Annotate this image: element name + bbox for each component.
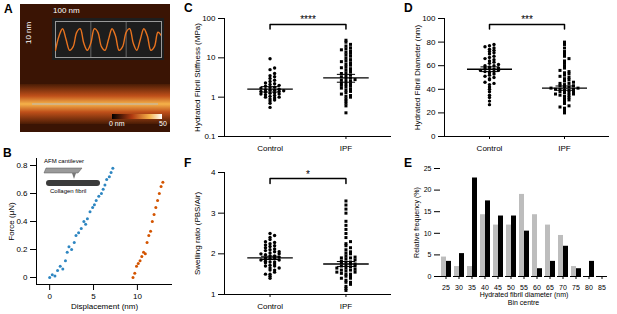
svg-text:80: 80 <box>427 38 436 47</box>
svg-text:3: 3 <box>211 209 216 218</box>
svg-text:60: 60 <box>427 61 436 70</box>
svg-text:10: 10 <box>207 53 216 62</box>
html-text:0 nm: 0 nm <box>109 120 125 127</box>
svg-text:5: 5 <box>428 251 432 258</box>
svg-text:2: 2 <box>211 249 216 258</box>
svg-text:0.6: 0.6 <box>16 189 28 198</box>
svg-text:0: 0 <box>428 273 432 280</box>
svg-text:5: 5 <box>91 292 96 301</box>
svg-text:35: 35 <box>468 284 476 291</box>
svg-text:100: 100 <box>202 14 216 23</box>
html-text:C: C <box>184 1 193 15</box>
html-text:B: B <box>3 146 12 160</box>
svg-text:0: 0 <box>47 292 52 301</box>
svg-text:****: **** <box>300 14 316 25</box>
svg-text:*: * <box>306 169 310 180</box>
svg-text:60: 60 <box>533 284 541 292</box>
svg-text:80: 80 <box>585 284 593 291</box>
svg-text:Displacement (nm): Displacement (nm) <box>71 302 138 311</box>
svg-text:Swelling ratio (PBS/Air): Swelling ratio (PBS/Air) <box>193 192 202 275</box>
svg-text:Relative frequency (%): Relative frequency (%) <box>413 187 421 258</box>
svg-text:1: 1 <box>211 290 216 299</box>
svg-text:1: 1 <box>211 93 216 102</box>
svg-text:25: 25 <box>424 165 432 172</box>
svg-text:4: 4 <box>211 168 216 177</box>
svg-text:10: 10 <box>424 230 432 237</box>
html-text:A: A <box>4 2 13 16</box>
svg-text:Control: Control <box>477 144 503 153</box>
svg-text:25: 25 <box>442 284 450 291</box>
svg-text:85: 85 <box>598 284 606 291</box>
svg-text:20: 20 <box>424 186 432 193</box>
svg-text:55: 55 <box>520 284 528 292</box>
html-text:10 nm: 10 nm <box>24 21 33 44</box>
svg-text:100: 100 <box>422 14 436 23</box>
svg-text:Control: Control <box>257 302 283 311</box>
svg-text:0.4: 0.4 <box>16 217 28 226</box>
svg-text:Hydrated fibril diameter (nm): Hydrated fibril diameter (nm) <box>480 291 569 299</box>
html-text:F: F <box>184 156 192 170</box>
svg-text:15: 15 <box>424 208 432 215</box>
svg-text:Collagen fibril: Collagen fibril <box>50 188 86 194</box>
html-text:Bin centre: Bin centre <box>507 299 540 306</box>
svg-text:AFM cantilever: AFM cantilever <box>44 158 84 164</box>
svg-text:0.1: 0.1 <box>204 132 216 141</box>
svg-text:30: 30 <box>455 284 463 291</box>
svg-text:***: *** <box>521 14 533 25</box>
svg-text:40: 40 <box>481 284 489 292</box>
svg-text:50: 50 <box>507 284 515 292</box>
html-text:E: E <box>404 156 412 170</box>
svg-text:IPF: IPF <box>340 302 353 311</box>
svg-text:0.8: 0.8 <box>16 161 28 170</box>
svg-text:45: 45 <box>494 284 502 292</box>
svg-text:70: 70 <box>559 284 567 292</box>
svg-text:65: 65 <box>546 284 554 292</box>
svg-text:0: 0 <box>23 273 28 282</box>
svg-text:75: 75 <box>572 284 580 291</box>
html-text:D: D <box>404 1 413 15</box>
svg-text:Control: Control <box>257 144 283 153</box>
svg-text:IPF: IPF <box>340 144 353 153</box>
html-text:50: 50 <box>159 120 167 127</box>
html-text:100 nm: 100 nm <box>53 6 80 15</box>
svg-text:Hydrated Fibril Diameter (nm): Hydrated Fibril Diameter (nm) <box>413 24 422 130</box>
svg-text:IPF: IPF <box>558 144 571 153</box>
svg-text:0.2: 0.2 <box>16 245 28 254</box>
svg-text:20: 20 <box>427 108 436 117</box>
svg-text:0: 0 <box>431 132 436 141</box>
svg-text:Hydrated Fibril Stiffness (MPa: Hydrated Fibril Stiffness (MPa) <box>193 23 202 132</box>
svg-text:40: 40 <box>427 85 436 94</box>
svg-text:10: 10 <box>133 292 142 301</box>
svg-text:Force (μN): Force (μN) <box>7 202 16 241</box>
